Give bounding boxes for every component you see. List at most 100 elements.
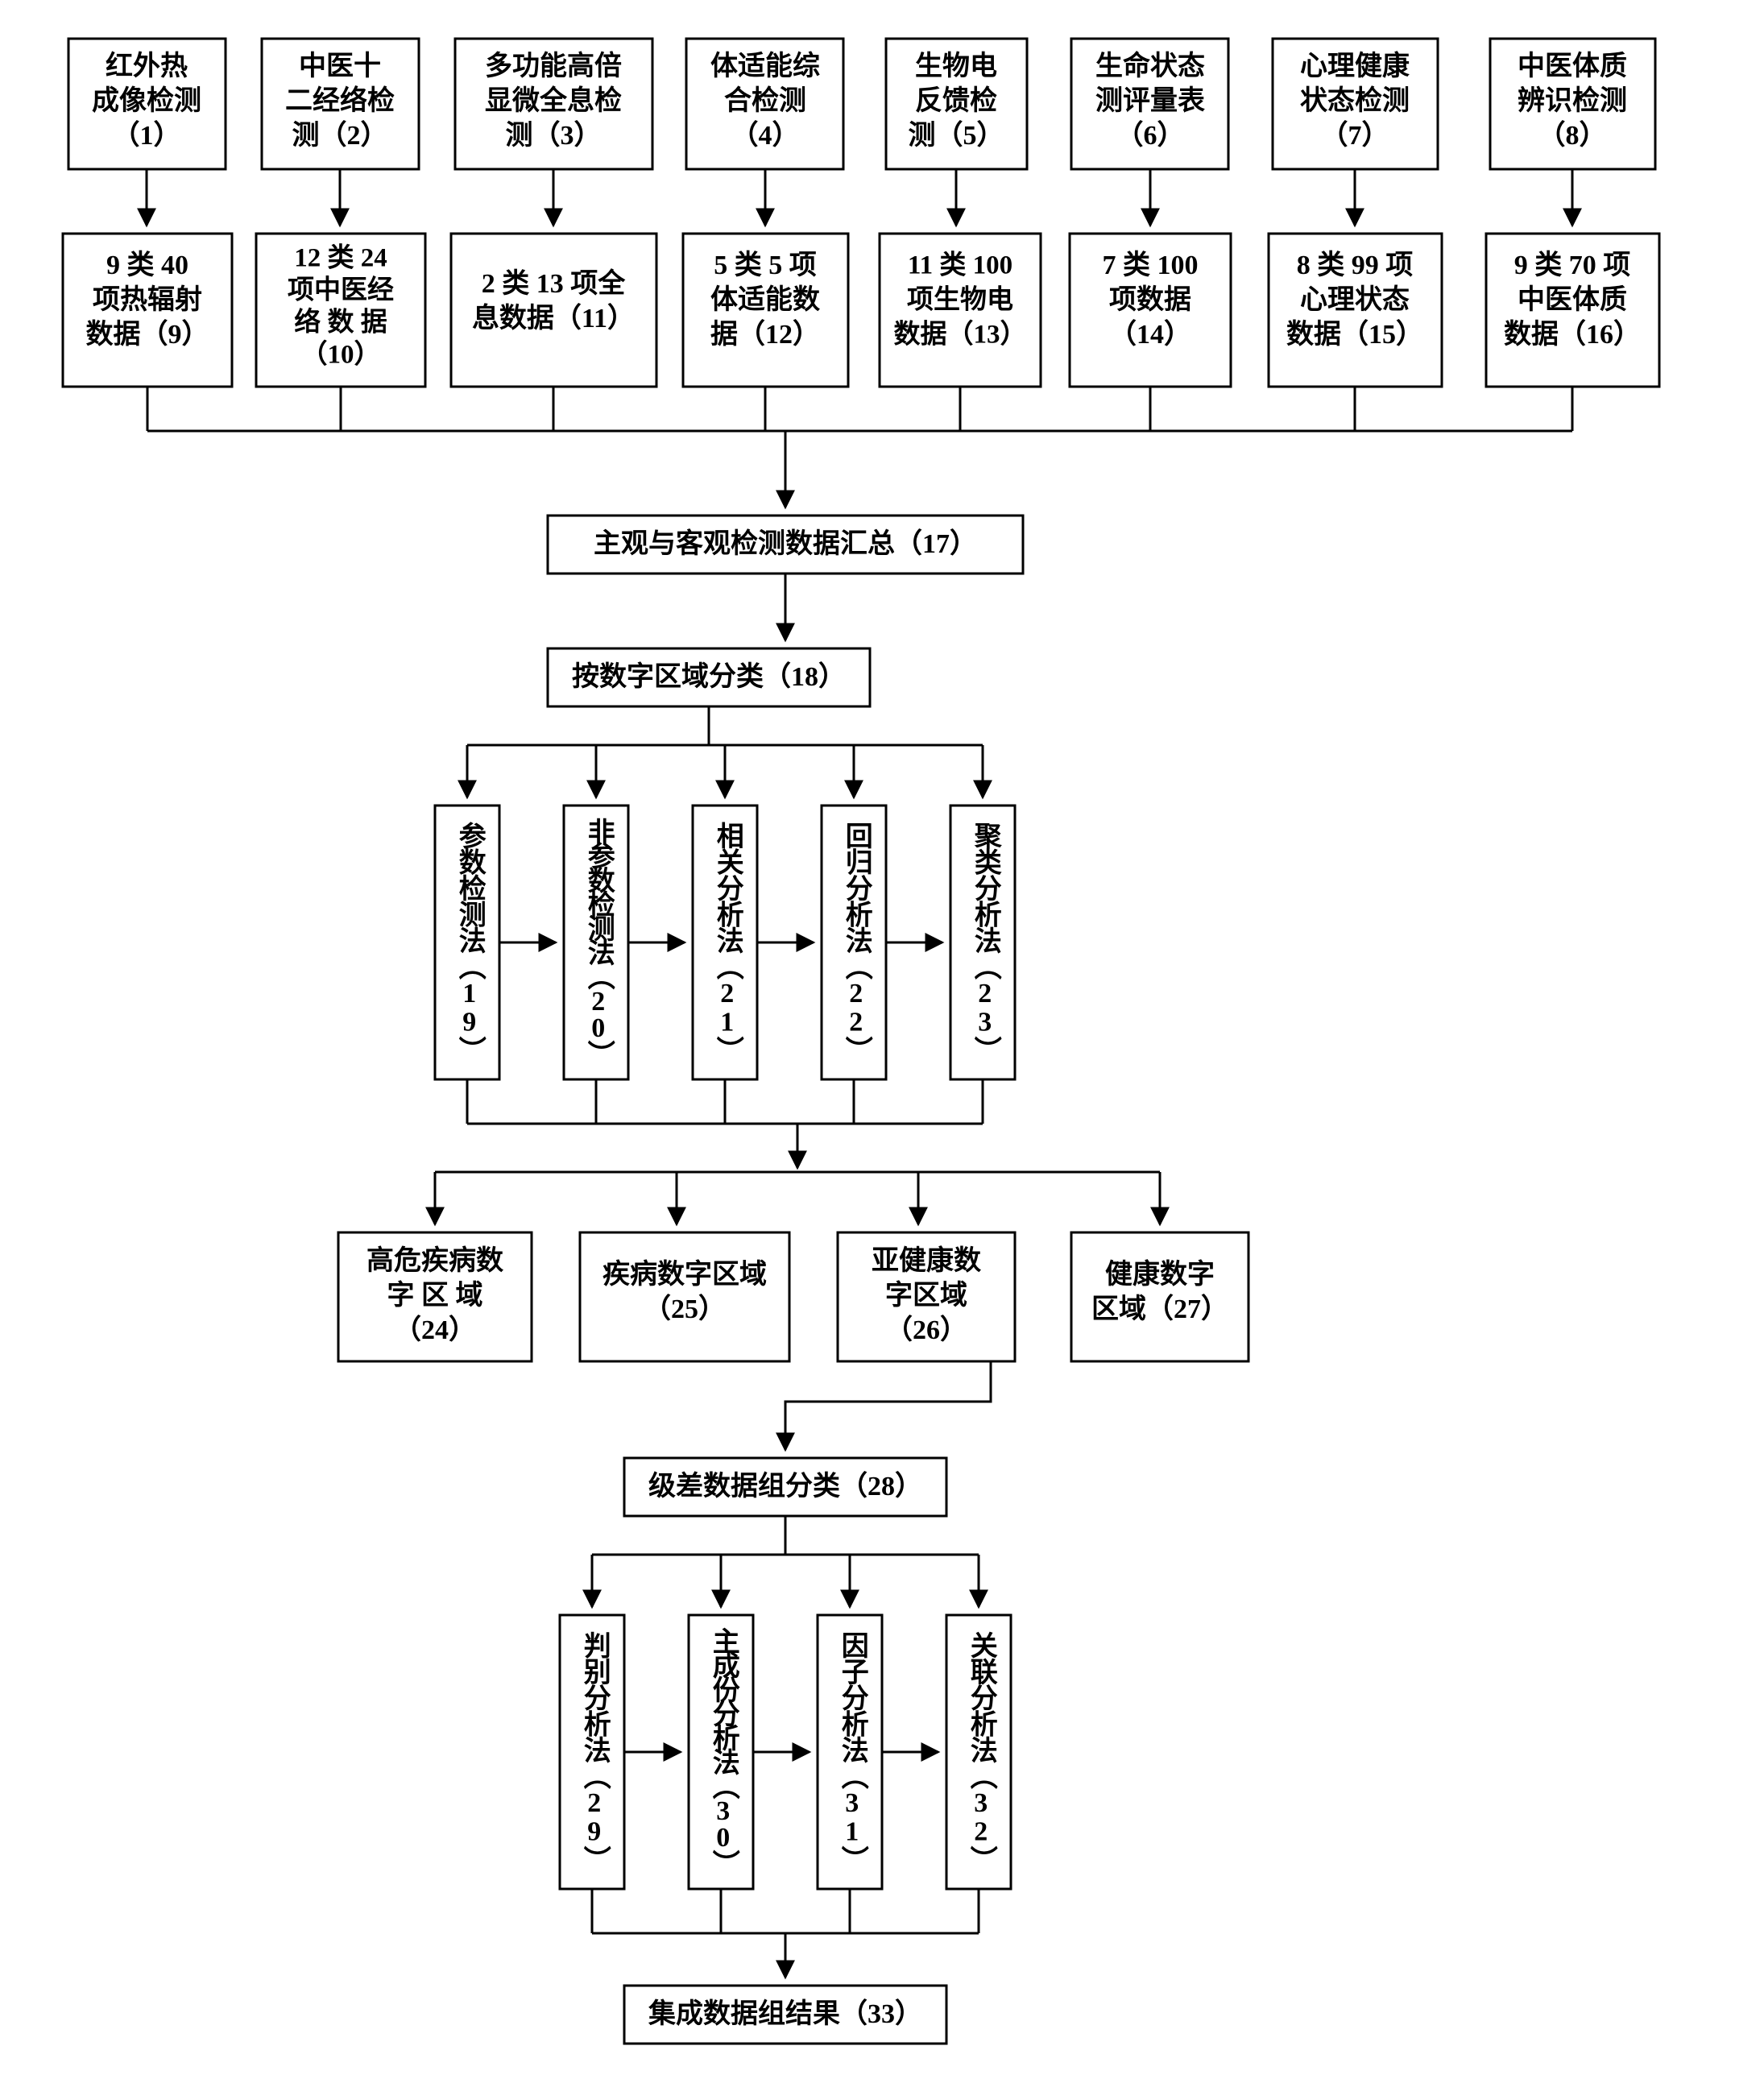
n19-t: 参数检测法（19） (454, 822, 486, 1063)
n3-l2: 显微全息检 (485, 85, 622, 116)
node-2: 中医十 二经络检 测（2） (262, 39, 419, 169)
n10-l1: 12 类 24 (294, 243, 387, 273)
n28-t: 级差数据组分类（28） (648, 1470, 922, 1501)
n1-l1: 红外热 (106, 51, 188, 81)
node-18: 按数字区域分类（18） (548, 648, 870, 706)
n7-l2: 状态检测 (1300, 85, 1410, 116)
n31-t: 因子分析法（31） (837, 1631, 868, 1873)
node-29: 判别分析法（29） (560, 1615, 624, 1889)
n15-l2: 心理状态 (1300, 284, 1410, 315)
n16-l2: 中医体质 (1518, 284, 1627, 315)
n24-l3: （24） (394, 1314, 476, 1345)
n11-l1: 2 类 13 项全 (482, 267, 626, 299)
n25-l2: （25） (644, 1293, 726, 1324)
n8-l2: 辨识检测 (1518, 85, 1627, 116)
n33-t: 集成数据组结果（33） (648, 1998, 922, 2029)
node-23: 聚类分析法（23） (950, 806, 1015, 1079)
n10-l2: 项中医经 (288, 275, 394, 305)
n8-l3: （8） (1538, 119, 1607, 151)
n2-l1: 中医十 (299, 51, 381, 81)
n10-l4: （10） (301, 340, 381, 370)
n15-l3: 数据（15） (1286, 318, 1423, 350)
n10-l3: 络 数 据 (294, 307, 387, 338)
n12-l3: 据（12） (710, 318, 820, 350)
node-31: 因子分析法（31） (818, 1615, 882, 1889)
n1-l3: （1） (113, 119, 181, 151)
node-10: 12 类 24 项中医经 络 数 据 （10） (256, 234, 425, 387)
n13-l1: 11 类 100 (908, 251, 1012, 280)
n26-l2: 字区域 (885, 1280, 967, 1311)
n13-l3: 数据（13） (894, 320, 1027, 350)
node-9: 9 类 40 项热辐射 数据（9） (63, 234, 232, 387)
node-19: 参数检测法（19） (435, 806, 499, 1079)
node-5: 生物电 反馈检 测（5） (886, 39, 1027, 169)
n7-l1: 心理健康 (1300, 50, 1410, 81)
n26-l1: 亚健康数 (872, 1245, 981, 1276)
n12-l1: 5 类 5 项 (714, 250, 817, 280)
node-21: 相关分析法（21） (693, 806, 757, 1079)
node-27: 健康数字 区域（27） (1071, 1232, 1248, 1361)
n5-l1: 生物电 (915, 51, 997, 81)
node-14: 7 类 100 项数据 （14） (1070, 234, 1231, 387)
n21-t: 相关分析法（21） (712, 822, 743, 1063)
node-13: 11 类 100 项生物电 数据（13） (880, 234, 1041, 387)
n14-l1: 7 类 100 (1103, 250, 1199, 280)
n16-l3: 数据（16） (1504, 318, 1641, 350)
node-12: 5 类 5 项 体适能数 据（12） (683, 234, 848, 387)
n2-l2: 二经络检 (285, 85, 395, 116)
n11-l2: 息数据（11） (472, 302, 635, 333)
n2-l3: 测（2） (292, 119, 388, 151)
n4-l1: 体适能综 (710, 51, 820, 81)
n22-t: 回归分析法（22） (841, 822, 872, 1063)
node-15: 8 类 99 项 心理状态 数据（15） (1269, 234, 1442, 387)
n20-t: 非参数检测法（20） (583, 818, 615, 1067)
n32-t: 关联分析法（32） (966, 1631, 997, 1873)
n9-l2: 项热辐射 (93, 284, 202, 315)
n12-l2: 体适能数 (710, 284, 820, 315)
n16-l1: 9 类 70 项 (1514, 250, 1631, 280)
node-8: 中医体质 辨识检测 （8） (1490, 39, 1655, 169)
node-17: 主观与客观检测数据汇总（17） (548, 516, 1023, 574)
node-6: 生命状态 测评量表 （6） (1071, 39, 1228, 169)
node-4: 体适能综 合检测 （4） (686, 39, 843, 169)
n5-l3: 测（5） (909, 119, 1004, 151)
n6-l3: （6） (1116, 119, 1185, 151)
node-3: 多功能高倍 显微全息检 测（3） (455, 39, 652, 169)
n9-l3: 数据（9） (86, 318, 209, 350)
n6-l1: 生命状态 (1095, 50, 1205, 81)
n1-l2: 成像检测 (92, 85, 201, 116)
n17-t: 主观与客观检测数据汇总（17） (594, 528, 977, 559)
n24-l1: 高危疾病数 (366, 1245, 503, 1276)
n3-l1: 多功能高倍 (485, 51, 622, 81)
n13-l2: 项生物电 (907, 285, 1013, 315)
n26-l3: （26） (885, 1314, 967, 1345)
node-30: 主成份分析法（30） (689, 1615, 753, 1889)
node-24: 高危疾病数 字 区 域 （24） (338, 1232, 532, 1361)
flowchart: 红外热 成像检测 （1） 中医十 二经络检 测（2） 多功能高倍 显微全息检 测… (0, 0, 1764, 2075)
node-16: 9 类 70 项 中医体质 数据（16） (1486, 234, 1659, 387)
n25-l1: 疾病数字区域 (602, 1259, 767, 1290)
node-20: 非参数检测法（20） (564, 806, 628, 1079)
node-1: 红外热 成像检测 （1） (68, 39, 226, 169)
n23-t: 聚类分析法（23） (970, 822, 1002, 1063)
n6-l2: 测评量表 (1095, 85, 1205, 116)
node-11: 2 类 13 项全 息数据（11） (451, 234, 656, 387)
n3-l3: 测（3） (506, 119, 602, 151)
n4-l2: 合检测 (724, 85, 806, 116)
n27-l2: 区域（27） (1091, 1293, 1228, 1324)
n14-l3: （14） (1109, 318, 1191, 350)
n9-l1: 9 类 40 (106, 250, 188, 280)
n30-t: 主成份分析法（30） (708, 1627, 739, 1877)
n29-t: 判别分析法（29） (579, 1631, 611, 1873)
node-25: 疾病数字区域 （25） (580, 1232, 789, 1361)
n4-l3: （4） (731, 119, 800, 151)
edge-26-28 (785, 1361, 991, 1450)
n15-l1: 8 类 99 项 (1297, 250, 1414, 280)
n18-t: 按数字区域分类（18） (572, 661, 846, 692)
node-22: 回归分析法（22） (822, 806, 886, 1079)
n8-l1: 中医体质 (1518, 51, 1627, 81)
n5-l2: 反馈检 (915, 85, 997, 116)
node-7: 心理健康 状态检测 （7） (1273, 39, 1438, 169)
n27-l1: 健康数字 (1105, 1258, 1215, 1290)
node-33: 集成数据组结果（33） (624, 1986, 946, 2044)
